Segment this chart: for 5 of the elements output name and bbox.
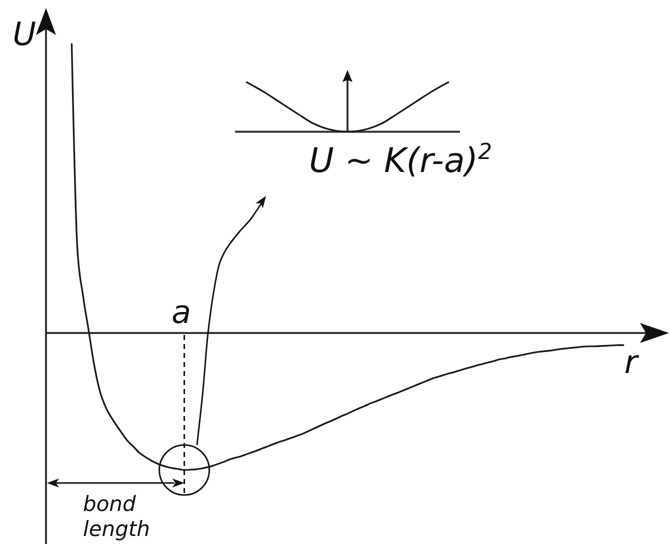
annotation: a <box>171 293 192 331</box>
x-axis-title: r <box>624 343 640 381</box>
annotation: U ~ K(r-a)$^{2}$ <box>309 139 492 181</box>
y-axis-title: U <box>12 15 36 53</box>
text: bond length <box>83 492 150 541</box>
